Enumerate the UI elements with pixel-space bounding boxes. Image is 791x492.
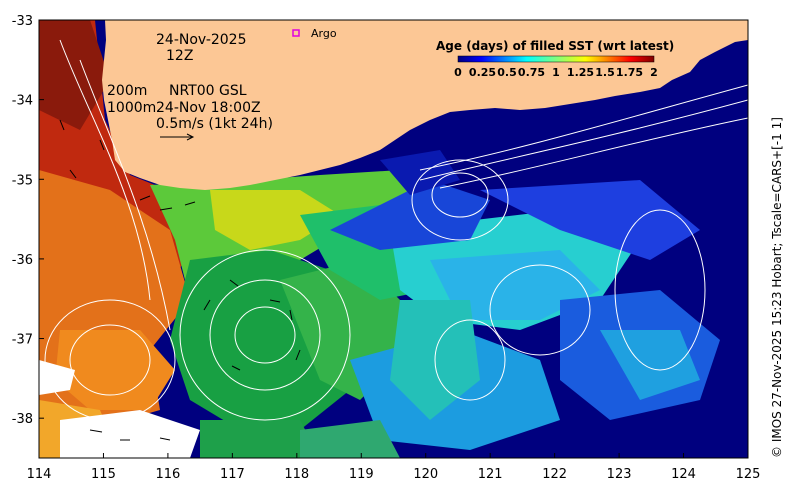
x-tick-label: 118 (284, 467, 309, 482)
colorbar-tick-label: 2 (650, 66, 658, 79)
x-tick-label: 121 (478, 467, 503, 482)
time-label: 12Z (166, 48, 193, 64)
y-tick-label: -38 (12, 412, 33, 427)
current-vectors (59, 119, 301, 441)
land-mass (102, 20, 748, 190)
x-tick-label: 124 (671, 467, 696, 482)
colorbar-tick-label: 1.25 (567, 66, 594, 79)
colorbar-tick-label: 0.25 (469, 66, 496, 79)
colorbar-gradient (457, 55, 655, 63)
plot-frame (38, 19, 749, 459)
colorbar-tick-label: 1.5 (595, 66, 615, 79)
date-label: 24-Nov-2025 (156, 32, 247, 48)
x-tick-label: 115 (91, 467, 116, 482)
y-axis: -33 -34 -35 -36 -37 -38 (12, 14, 44, 427)
colorbar-tick-label: 1 (552, 66, 560, 79)
argo-marker-icon (292, 29, 300, 37)
depth-a-label: 200m (107, 83, 147, 99)
depth-b-label: 1000m (107, 100, 156, 116)
vector-scale-arrow (160, 133, 195, 141)
colorbar-tick-label: 1.75 (616, 66, 643, 79)
x-tick-label: 120 (413, 467, 438, 482)
x-tick-label: 116 (155, 467, 180, 482)
y-tick-label: -36 (12, 253, 33, 268)
x-tick-label: 123 (607, 467, 632, 482)
y-tick-label: -33 (12, 14, 33, 29)
valid-time-label: 24-Nov 18:00Z (156, 100, 261, 116)
plot-area (39, 20, 748, 458)
colorbar-tick-label: 0 (454, 66, 462, 79)
y-tick-label: -37 (12, 333, 33, 348)
x-tick-label: 125 (736, 467, 761, 482)
vector-scale-label: 0.5m/s (1kt 24h) (156, 116, 273, 132)
credit-text: © IMOS 27-Nov-2025 15:23 Hobart; Tscale=… (770, 117, 784, 458)
ssh-contours (44, 39, 748, 421)
x-axis: 114 115 116 117 118 119 120 121 122 123 124 125 (27, 453, 761, 482)
x-tick-label: 117 (220, 467, 245, 482)
y-tick-label: -34 (12, 94, 33, 109)
x-tick-label: 119 (349, 467, 374, 482)
colorbar-tick-label: 0.5 (497, 66, 517, 79)
colorbar-tick-label: 0.75 (518, 66, 545, 79)
argo-label: Argo (311, 27, 337, 40)
x-tick-label: 122 (542, 467, 567, 482)
product-label: NRT00 GSL (169, 83, 247, 99)
x-tick-label: 114 (27, 467, 52, 482)
colorbar-title: Age (days) of filled SST (wrt latest) (436, 39, 674, 53)
y-tick-label: -35 (12, 173, 33, 188)
